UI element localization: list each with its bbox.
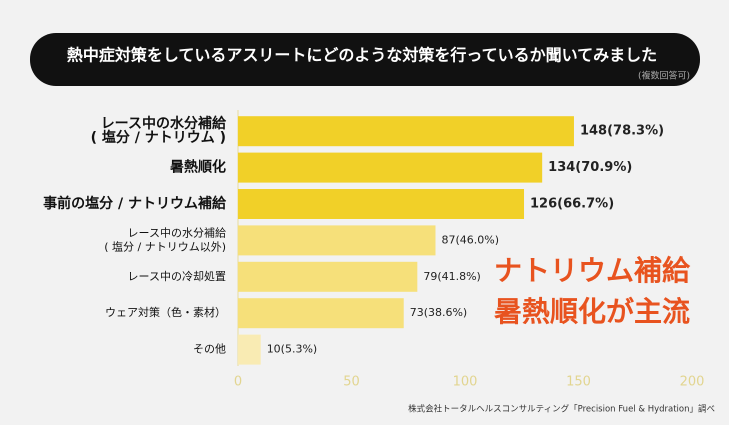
x-tick-label: 50 [343, 375, 360, 390]
source-note: 株式会社トータルヘルスコンサルティング「Precision Fuel & Hyd… [408, 404, 715, 415]
bar [238, 225, 436, 256]
value-label: 87(46.0%) [441, 233, 499, 246]
bar [238, 298, 404, 329]
value-label: 148(78.3%) [580, 124, 664, 139]
bar [238, 334, 261, 365]
annotation: ナトリウム補給 [494, 254, 691, 287]
x-tick-label: 100 [453, 375, 478, 390]
title-box [30, 33, 700, 86]
value-label: 134(70.9%) [548, 160, 632, 175]
value-label: 126(66.7%) [530, 197, 614, 212]
annotation: 暑熱順化が主流 [494, 295, 690, 328]
y-tick-label: レース中の冷却処置 [128, 270, 226, 283]
chart-subtitle: (複数回答可) [638, 70, 690, 82]
bar [238, 261, 418, 292]
y-tick-label: 事前の塩分 / ナトリウム補給 [43, 195, 227, 212]
y-tick-label: レース中の水分補給( 塩分 / ナトリウム ) [91, 115, 227, 146]
bar [238, 189, 525, 219]
value-label: 10(5.3%) [267, 343, 318, 356]
bar [238, 152, 543, 183]
y-tick-label: レース中の水分補給( 塩分 / ナトリウム以外) [104, 225, 226, 253]
y-tick-label: 暑熱順化 [170, 159, 226, 176]
x-tick-label: 0 [234, 375, 242, 390]
chart-title: 熱中症対策をしているアスリートにどのような対策を行っているか聞いてみました [67, 46, 657, 65]
x-tick-label: 150 [566, 375, 591, 390]
y-tick-label: ウェア対策（色・素材） [105, 305, 226, 319]
bar [238, 116, 574, 147]
y-tick-label: その他 [193, 343, 226, 356]
value-label: 73(38.6%) [410, 306, 468, 319]
value-label: 79(41.8%) [423, 270, 481, 283]
x-tick-label: 200 [680, 375, 705, 390]
